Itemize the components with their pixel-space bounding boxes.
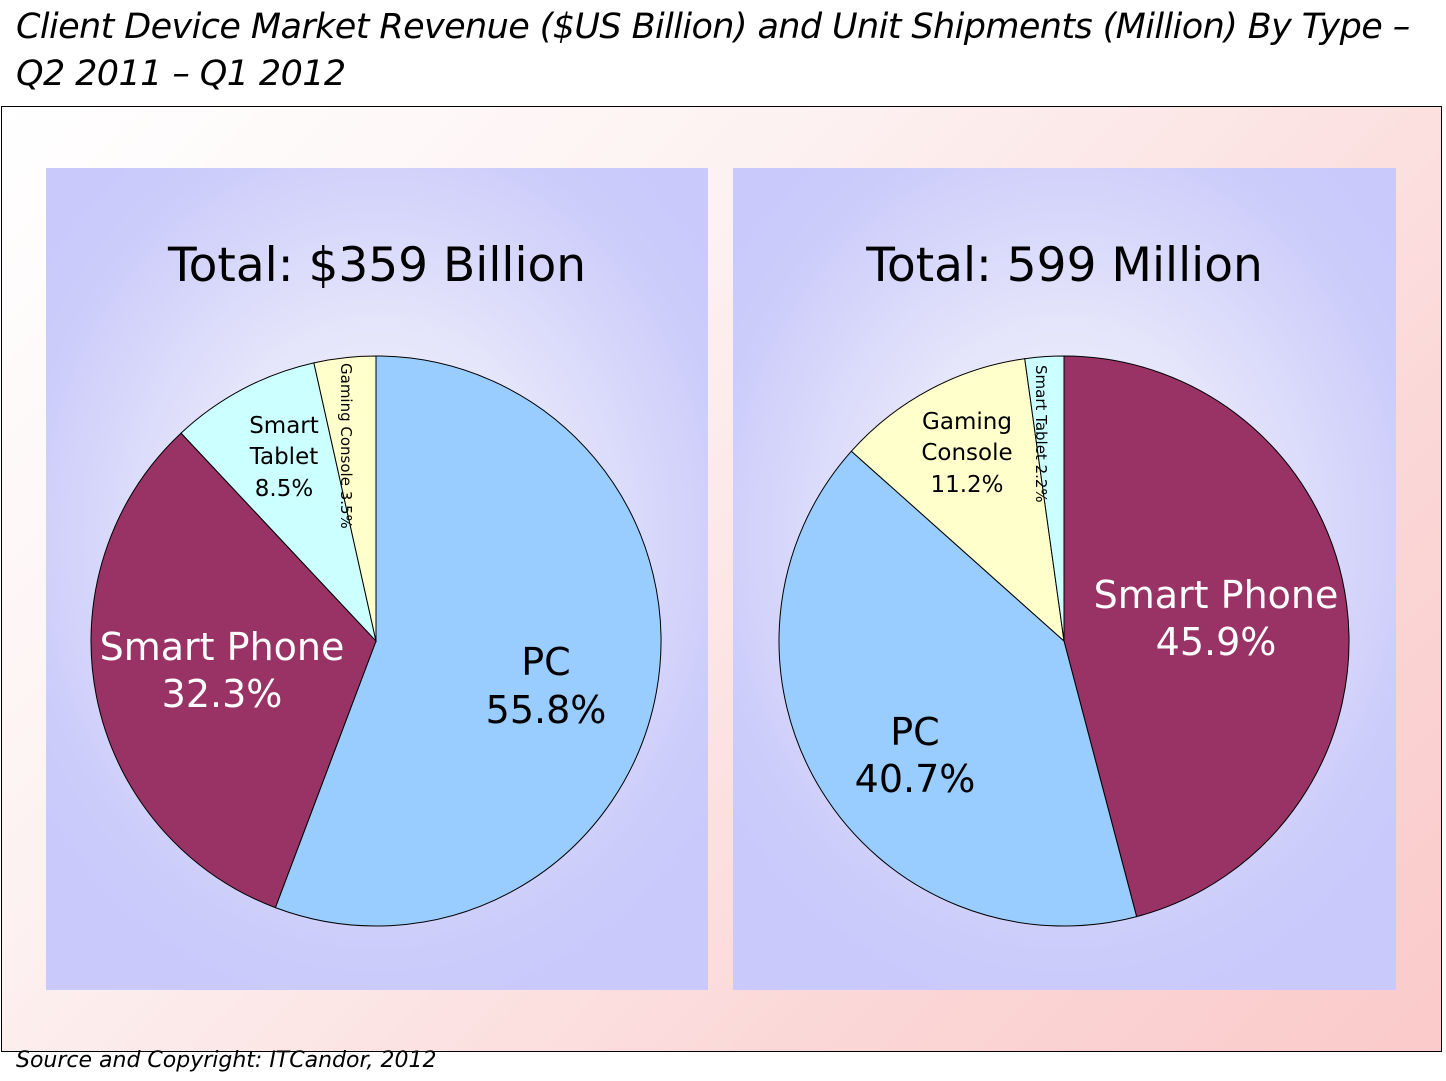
shipments-slice-smart-phone [1063,355,1350,918]
revenue-slice-pc [274,355,662,927]
revenue-label-smart-phone-value: 32.3% [162,672,283,716]
revenue-label-smart-tablet-name: Smart [249,413,319,439]
revenue-slice-smart-phone [90,432,377,909]
chart-title: Client Device Market Revenue ($US Billio… [16,7,1410,94]
revenue-label-smart-phone-name: Smart Phone [100,625,345,669]
shipments-label-gaming-console-name: Console [921,440,1012,466]
shipments-label-gaming-console-value: 11.2% [930,472,1003,498]
shipments-label-smart-tablet: Smart Tablet 2.2% [1032,365,1050,503]
shipments-slice-gaming-console [850,358,1065,643]
revenue-label-smart-tablet-value: 8.5% [255,476,313,502]
revenue-slices [90,355,662,927]
revenue-label-smart-tablet-name: Tablet [249,444,319,470]
shipments-label-smart-phone-value: 45.9% [1156,620,1277,664]
shipments-label-gaming-console-name: Gaming [922,409,1012,435]
revenue-label-gaming-console: Gaming Console 3.5% [337,363,355,529]
shipments-label-pc-name: PC [890,710,939,754]
source-note: Source and Copyright: ITCandor, 2012 [16,1048,437,1073]
revenue-slice-gaming-console [313,355,377,642]
shipments-slices [778,355,1350,927]
shipments-pie-panel: Smart Phone 45.9% PC 40.7% Gaming Console 11.2… [733,168,1396,990]
revenue-slice-smart-tablet [180,362,377,643]
shipments-slice-smart-tablet [1024,355,1065,642]
shipments-label-smart-phone-name: Smart Phone [1094,573,1339,617]
shipments-pie-title: Total: 599 Million [866,238,1263,293]
revenue-pie-panel: PC 55.8% Smart Phone 32.3% Smart Tablet 8.5% Ga… [46,168,708,990]
revenue-pie-title: Total: $359 Billion [167,238,587,293]
shipments-label-pc-value: 40.7% [855,757,976,801]
revenue-label-pc-name: PC [521,640,570,684]
revenue-label-pc-value: 55.8% [486,688,607,732]
shipments-slice-pc [778,450,1138,927]
